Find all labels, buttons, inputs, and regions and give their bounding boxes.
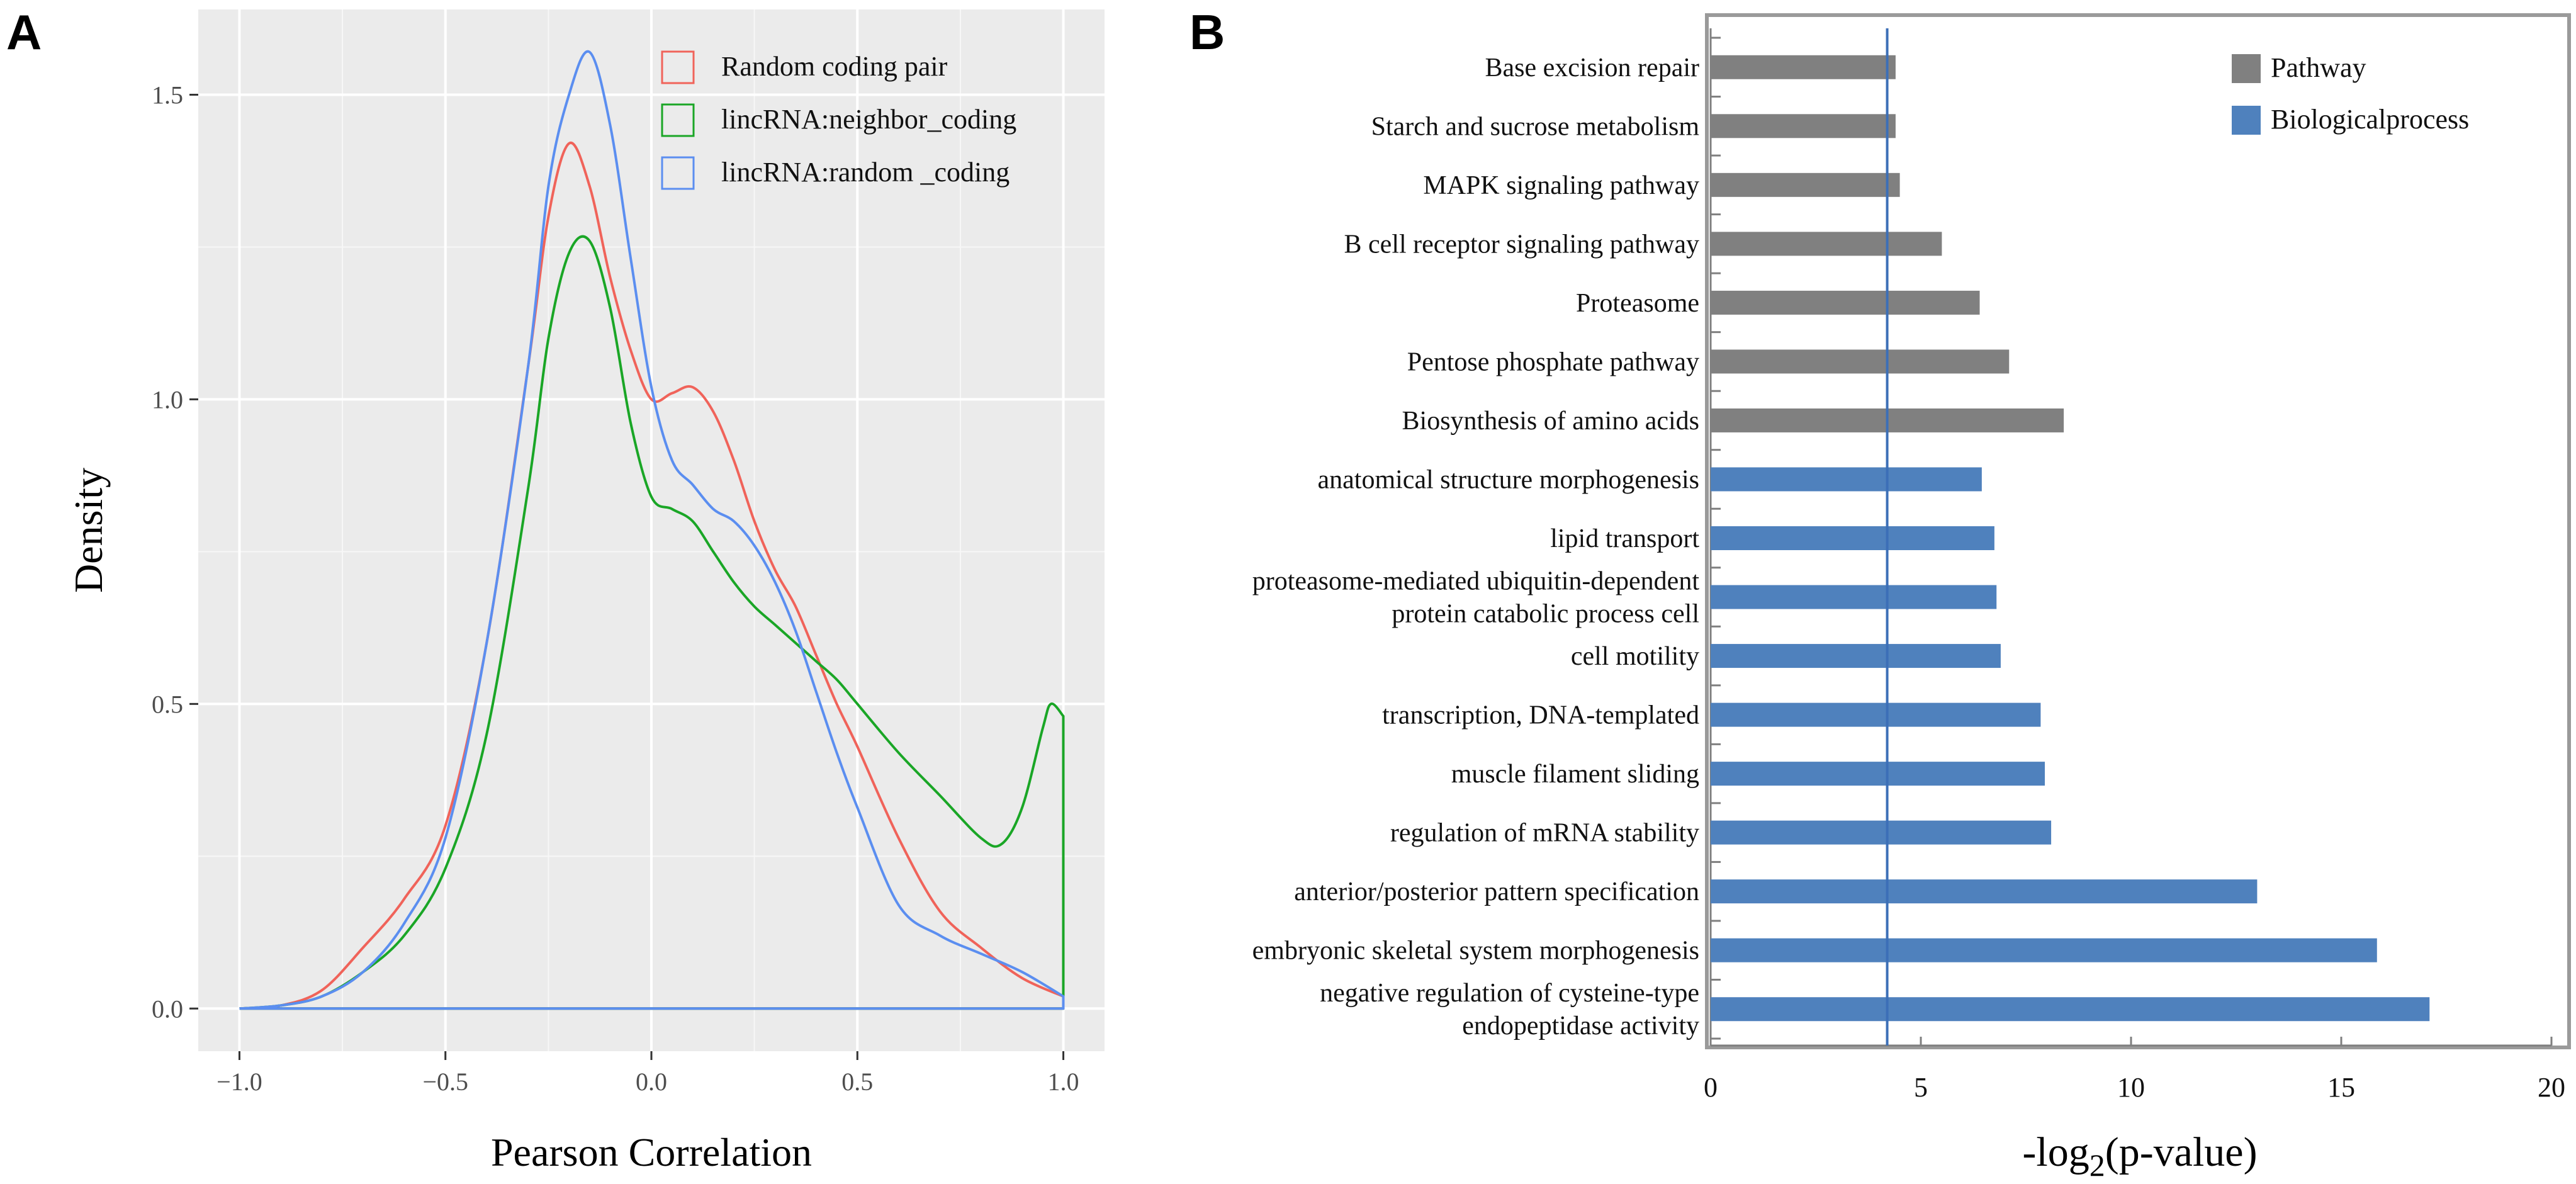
x-axis-label-main: -log <box>2022 1129 2089 1175</box>
panel-label-b: B <box>1190 4 1225 60</box>
x-axis-label-subscript: 2 <box>2089 1147 2105 1183</box>
bar-11 <box>1711 644 2001 668</box>
panel-b: B Base excision repair Starch and sucrose … <box>1190 4 2571 1183</box>
y-tick-label-a: 0.0 <box>152 995 183 1023</box>
category-label: Pentose phosphate pathway <box>1407 347 1699 376</box>
category-label: protein catabolic process cell <box>1392 600 1699 629</box>
legend-label-b: Pathway <box>2271 52 2366 83</box>
bar-6 <box>1711 349 2010 374</box>
x-axis-label-a: Pearson Correlation <box>491 1130 812 1175</box>
bar-1 <box>1711 55 1896 79</box>
bar-17 <box>1711 997 2430 1022</box>
x-tick-label-b: 20 <box>2538 1072 2565 1103</box>
category-label: B cell receptor signaling pathway <box>1344 230 1699 259</box>
x-tick-label-b: 0 <box>1704 1072 1718 1103</box>
density-curve-1 <box>239 141 1065 1010</box>
bar-2 <box>1711 114 1896 138</box>
density-curve-3 <box>239 50 1065 1010</box>
legend-label-a: Random coding pair <box>721 51 948 82</box>
legend-label-a: lincRNA:neighbor_coding <box>721 104 1016 135</box>
legend-label-a: lincRNA:random _coding <box>721 157 1010 188</box>
panel-label-a: A <box>6 4 42 60</box>
x-tick-label-a: 1.0 <box>1048 1068 1079 1096</box>
category-label: anatomical structure morphogenesis <box>1318 465 1699 494</box>
legend-key-a <box>661 50 695 84</box>
category-label: Biosynthesis of amino acids <box>1402 407 1699 436</box>
legend-key-b <box>2232 54 2261 83</box>
x-tick-label-b: 5 <box>1914 1072 1928 1103</box>
panel-frame-b <box>1705 13 2571 1049</box>
category-label: muscle filament sliding <box>1451 760 1699 789</box>
x-tick-label-a: −1.0 <box>217 1068 262 1096</box>
category-label: embryonic skeletal system morphogenesis <box>1252 937 1699 966</box>
x-tick-label-b: 10 <box>2117 1072 2145 1103</box>
category-label: endopeptidase activity <box>1462 1012 1699 1040</box>
x-axis-label-b: -log2(p-value) <box>2022 1129 2257 1183</box>
bar-9 <box>1711 526 1994 550</box>
x-axis-label-tail: (p-value) <box>2105 1129 2258 1175</box>
y-tick-label-a: 0.5 <box>152 690 183 718</box>
bar-12 <box>1711 702 2041 727</box>
legend-key-a <box>661 103 695 137</box>
x-tick-label-a: −0.5 <box>422 1068 468 1096</box>
y-tick-label-a: 1.5 <box>152 81 183 109</box>
category-label: MAPK signaling pathway <box>1423 171 1699 200</box>
bar-4 <box>1711 232 1942 256</box>
bar-16 <box>1711 938 2377 962</box>
x-tick-label-a: 0.0 <box>636 1068 667 1096</box>
category-label: transcription, DNA-templated <box>1382 701 1699 730</box>
bar-5 <box>1711 290 1980 315</box>
density-curve-2 <box>239 235 1065 1010</box>
bar-10 <box>1711 585 1997 609</box>
y-tick-label-a: 1.0 <box>152 385 183 414</box>
category-label: lipid transport <box>1550 524 1699 553</box>
x-tick-label-b: 15 <box>2327 1072 2355 1103</box>
category-label: Proteasome <box>1576 289 1699 318</box>
y-axis-label-a: Density <box>66 468 111 593</box>
bar-15 <box>1711 879 2258 904</box>
legend-label-b: Biologicalprocess <box>2271 104 2469 135</box>
category-label: Starch and sucrose metabolism <box>1371 112 1700 141</box>
x-tick-label-a: 0.5 <box>841 1068 873 1096</box>
legend-key-a <box>661 156 695 190</box>
bar-14 <box>1711 820 2052 845</box>
bar-3 <box>1711 172 1900 197</box>
bar-13 <box>1711 762 2045 786</box>
category-label: proteasome-mediated ubiquitin-dependent <box>1252 567 1700 596</box>
bar-8 <box>1711 467 1982 492</box>
category-label: regulation of mRNA stability <box>1390 819 1699 848</box>
category-label: Base excision repair <box>1485 54 1699 82</box>
category-label: anterior/posterior pattern specification <box>1294 877 1699 906</box>
category-label: cell motility <box>1571 642 1699 671</box>
category-label: negative regulation of cysteine-type <box>1320 979 1699 1008</box>
panel-a: A −1.0 −0.5 0.0 0.5 1.0 0.0 0.5 1.0 1.5 Pearson Co… <box>6 4 1105 1175</box>
legend-key-b <box>2232 106 2261 135</box>
